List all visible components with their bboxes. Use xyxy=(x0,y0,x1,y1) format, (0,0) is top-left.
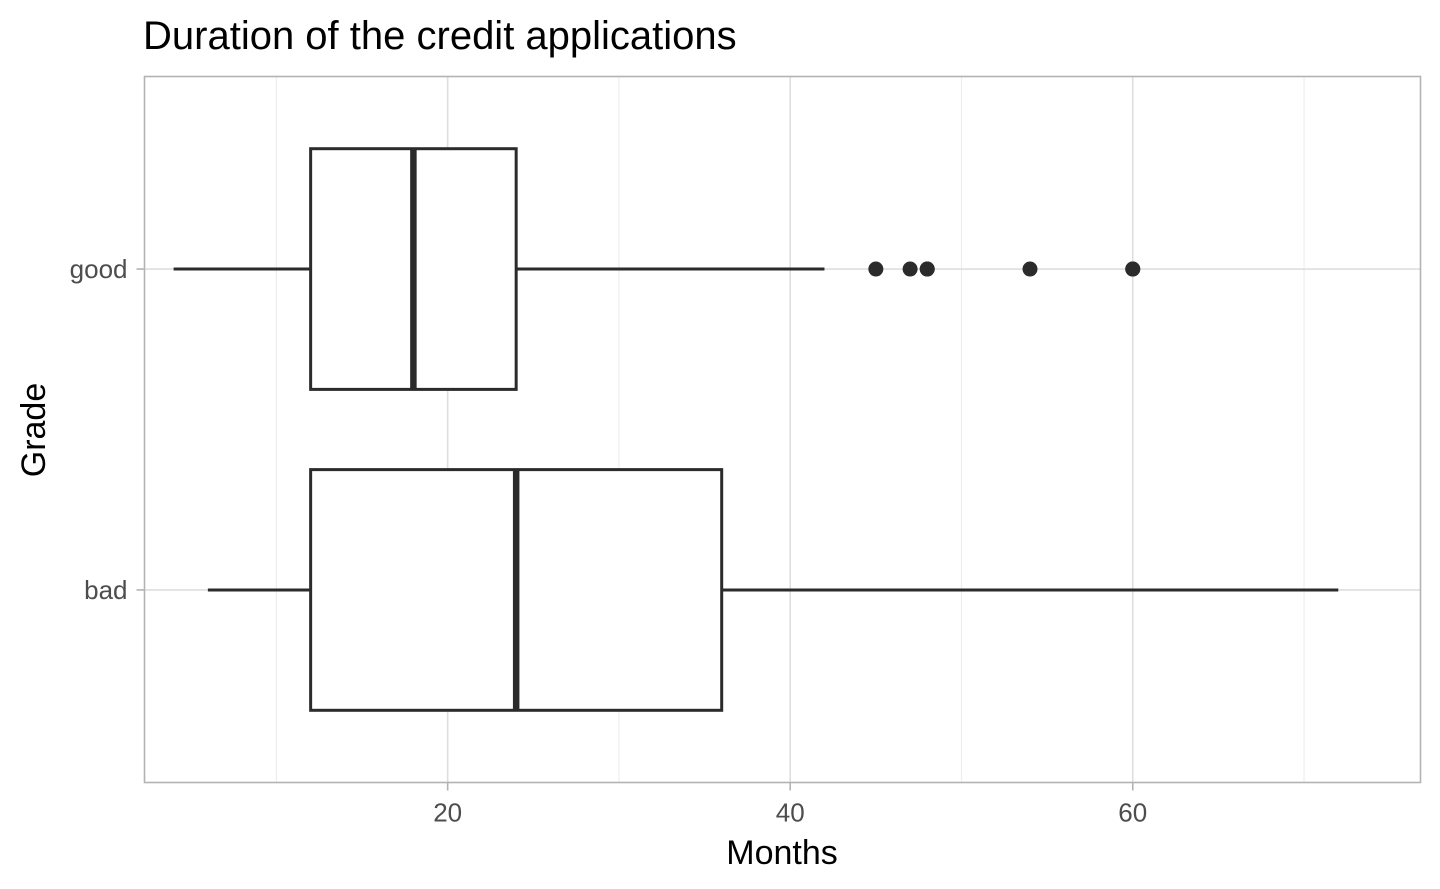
outlier-point-good xyxy=(868,261,884,277)
chart-marks xyxy=(173,147,1339,712)
y-tick-label-bad: bad xyxy=(84,575,127,605)
outlier-point-good xyxy=(902,261,918,277)
y-tick-label-good: good xyxy=(70,254,128,284)
y-axis-title: Grade xyxy=(15,383,53,478)
panel-border xyxy=(143,75,1422,784)
x-axis-title: Months xyxy=(726,834,838,872)
x-tick-label: 40 xyxy=(776,798,805,828)
outlier-point-good xyxy=(919,261,935,277)
outlier-point-good xyxy=(1125,261,1141,277)
outlier-point-good xyxy=(1022,261,1038,277)
x-tick-label: 60 xyxy=(1118,798,1147,828)
x-tick-label: 20 xyxy=(433,798,462,828)
chart-title: Duration of the credit applications xyxy=(143,14,737,58)
axes: 20 40 60 good bad xyxy=(70,254,1148,827)
